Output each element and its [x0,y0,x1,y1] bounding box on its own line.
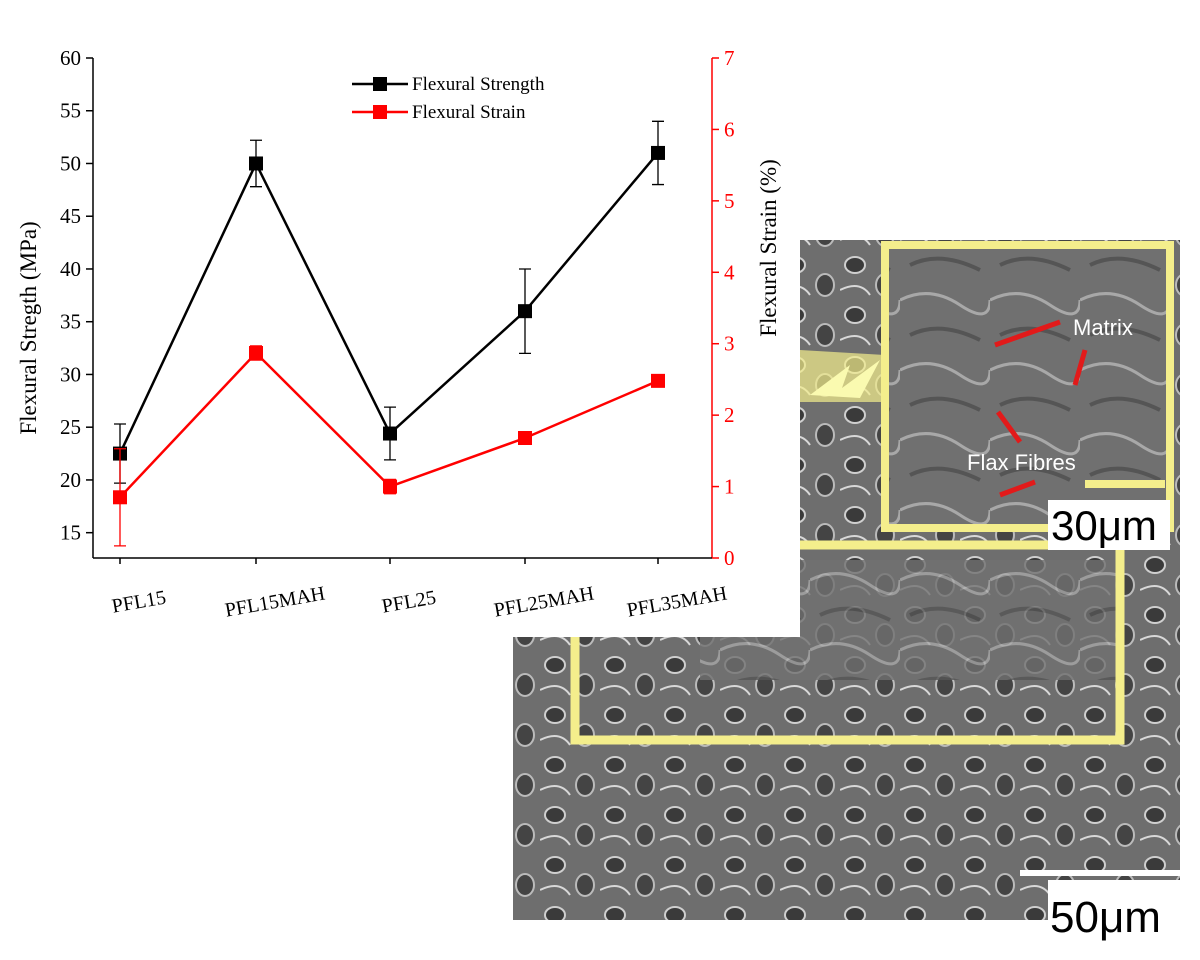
y2-tick-label: 3 [724,332,735,356]
marker [249,346,263,360]
marker [518,431,532,445]
marker [651,373,665,388]
y2-tick-label: 5 [724,189,735,213]
image-annotation: 50μm [1050,893,1161,942]
image-annotation: Flax Fibres [967,450,1076,475]
y-tick-label: 50 [60,151,81,175]
y2-tick-label: 2 [724,403,735,427]
image-annotation: 30μm [1051,502,1157,549]
y-tick-label: 60 [60,46,81,70]
y2-tick-label: 6 [724,117,735,141]
marker [383,426,397,441]
marker [113,490,127,505]
y-tick-label: 25 [60,415,81,439]
legend-marker [373,105,387,119]
y-tick-label: 35 [60,310,81,334]
marker [518,304,532,319]
y-tick-label: 20 [60,468,81,492]
sem-inset [800,241,1174,550]
marker [651,145,665,160]
y2-axis-title: Flexural Strain (%) [756,159,781,337]
y2-tick-label: 1 [724,475,735,499]
y-tick-label: 15 [60,521,81,545]
image-annotation: Matrix [1073,315,1133,340]
y2-tick-label: 4 [724,260,735,284]
legend-marker [373,77,387,91]
legend-label: Flexural Strength [412,74,545,95]
marker [249,156,263,171]
marker [383,479,397,494]
y-tick-label: 30 [60,362,81,386]
y-axis-title: Flexural Stregth (MPa) [16,221,41,434]
y-tick-label: 40 [60,257,81,281]
legend-label: Flexural Strain [412,102,526,123]
y2-tick-label: 0 [724,546,735,570]
y-tick-label: 55 [60,99,81,123]
y2-tick-label: 7 [724,46,735,70]
y-tick-label: 45 [60,204,81,228]
